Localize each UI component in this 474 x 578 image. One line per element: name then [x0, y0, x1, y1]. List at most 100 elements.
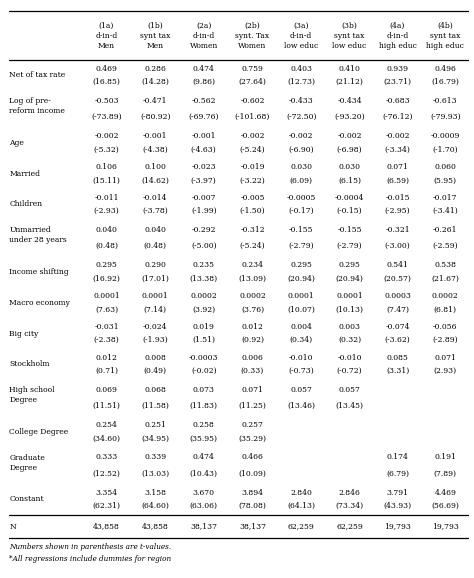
Text: (15.11): (15.11): [92, 176, 120, 184]
Text: 0.019: 0.019: [193, 323, 215, 331]
Text: 0.006: 0.006: [242, 354, 264, 362]
Text: (14.62): (14.62): [141, 176, 169, 184]
Text: 43,858: 43,858: [142, 523, 169, 531]
Text: (13.09): (13.09): [238, 275, 266, 283]
Text: (20.94): (20.94): [287, 275, 315, 283]
Text: 0.339: 0.339: [144, 454, 166, 461]
Text: 0.410: 0.410: [338, 65, 360, 73]
Text: -0.433: -0.433: [289, 97, 314, 105]
Text: -0.005: -0.005: [240, 194, 264, 202]
Text: (43.93): (43.93): [383, 502, 411, 510]
Text: -0.0009: -0.0009: [431, 132, 460, 140]
Text: (-2.95): (-2.95): [385, 208, 410, 215]
Text: (-2.79): (-2.79): [288, 242, 314, 250]
Text: 0.0003: 0.0003: [384, 292, 411, 300]
Text: (16.79): (16.79): [431, 78, 459, 86]
Text: (-73.89): (-73.89): [91, 113, 122, 121]
Text: (1.51): (1.51): [192, 336, 215, 344]
Text: 3.670: 3.670: [193, 488, 215, 497]
Text: (7.47): (7.47): [386, 306, 409, 313]
Text: (11.25): (11.25): [238, 402, 266, 410]
Text: Constant: Constant: [9, 495, 44, 503]
Text: (34.95): (34.95): [141, 435, 169, 443]
Text: 0.286: 0.286: [144, 65, 166, 73]
Text: Graduate
Degree: Graduate Degree: [9, 454, 46, 472]
Text: -0.0005: -0.0005: [286, 194, 316, 202]
Text: (64.60): (64.60): [141, 502, 169, 510]
Text: (13.46): (13.46): [287, 402, 315, 410]
Text: (2.93): (2.93): [434, 367, 457, 375]
Text: (2b)
synt. Tax
Women: (2b) synt. Tax Women: [236, 22, 270, 50]
Text: 0.0001: 0.0001: [142, 292, 169, 300]
Text: -0.031: -0.031: [94, 323, 119, 331]
Text: (6.15): (6.15): [338, 176, 361, 184]
Text: -0.019: -0.019: [240, 163, 264, 171]
Text: (10.07): (10.07): [287, 306, 315, 313]
Text: Numbers shown in parenthesis are t-values.: Numbers shown in parenthesis are t-value…: [9, 543, 172, 551]
Text: (73.34): (73.34): [336, 502, 364, 510]
Text: (7.89): (7.89): [434, 470, 457, 477]
Text: (1b)
synt tax
Men: (1b) synt tax Men: [140, 22, 171, 50]
Text: (-5.32): (-5.32): [94, 146, 119, 154]
Text: (13.03): (13.03): [141, 470, 169, 477]
Text: N: N: [9, 523, 16, 531]
Text: -0.434: -0.434: [337, 97, 362, 105]
Text: (-3.78): (-3.78): [142, 208, 168, 215]
Text: 0.295: 0.295: [338, 261, 360, 269]
Text: 0.106: 0.106: [96, 163, 118, 171]
Text: (-5.00): (-5.00): [191, 242, 217, 250]
Text: 0.004: 0.004: [290, 323, 312, 331]
Text: (-6.98): (-6.98): [337, 146, 362, 154]
Text: 38,137: 38,137: [190, 523, 217, 531]
Text: (56.69): (56.69): [431, 502, 459, 510]
Text: (4b)
synt tax
high educ: (4b) synt tax high educ: [427, 22, 465, 50]
Text: (-0.15): (-0.15): [337, 208, 362, 215]
Text: Income shifting: Income shifting: [9, 268, 69, 276]
Text: (-72.50): (-72.50): [286, 113, 317, 121]
Text: Macro economy: Macro economy: [9, 299, 70, 307]
Text: 0.040: 0.040: [144, 226, 166, 234]
Text: (-6.90): (-6.90): [288, 146, 314, 154]
Text: -0.056: -0.056: [433, 323, 457, 331]
Text: (-1.99): (-1.99): [191, 208, 217, 215]
Text: -0.292: -0.292: [191, 226, 216, 234]
Text: (7.63): (7.63): [95, 306, 118, 313]
Text: 0.258: 0.258: [193, 421, 215, 429]
Text: (27.64): (27.64): [238, 78, 266, 86]
Text: 0.290: 0.290: [144, 261, 166, 269]
Text: (63.06): (63.06): [190, 502, 218, 510]
Text: -0.011: -0.011: [94, 194, 119, 202]
Text: (9.86): (9.86): [192, 78, 215, 86]
Text: (-2.89): (-2.89): [433, 336, 458, 344]
Text: -0.074: -0.074: [385, 323, 410, 331]
Text: -0.002: -0.002: [385, 132, 410, 140]
Text: 0.403: 0.403: [290, 65, 312, 73]
Text: High school
Degree: High school Degree: [9, 386, 55, 404]
Text: 0.191: 0.191: [434, 454, 456, 461]
Text: (3.76): (3.76): [241, 306, 264, 313]
Text: 0.234: 0.234: [241, 261, 264, 269]
Text: (3b)
synt tax
low educ: (3b) synt tax low educ: [332, 22, 366, 50]
Text: (78.08): (78.08): [238, 502, 266, 510]
Text: 3.354: 3.354: [95, 488, 118, 497]
Text: 0.466: 0.466: [242, 454, 264, 461]
Text: (-0.17): (-0.17): [288, 208, 314, 215]
Text: (35.95): (35.95): [190, 435, 218, 443]
Text: 0.469: 0.469: [96, 65, 118, 73]
Text: (10.09): (10.09): [238, 470, 266, 477]
Text: 0.085: 0.085: [387, 354, 409, 362]
Text: 0.030: 0.030: [338, 163, 361, 171]
Text: -0.001: -0.001: [143, 132, 167, 140]
Text: Stockholm: Stockholm: [9, 360, 50, 368]
Text: 0.333: 0.333: [95, 454, 118, 461]
Text: 0.257: 0.257: [242, 421, 264, 429]
Text: (0.33): (0.33): [241, 367, 264, 375]
Text: (-101.68): (-101.68): [235, 113, 270, 121]
Text: (11.83): (11.83): [190, 402, 218, 410]
Text: 3.158: 3.158: [144, 488, 166, 497]
Text: (-0.73): (-0.73): [288, 367, 314, 375]
Text: (64.13): (64.13): [287, 502, 315, 510]
Text: -0.155: -0.155: [337, 226, 362, 234]
Text: (2a)
d-in-d
Women: (2a) d-in-d Women: [190, 22, 218, 50]
Text: (6.79): (6.79): [386, 470, 409, 477]
